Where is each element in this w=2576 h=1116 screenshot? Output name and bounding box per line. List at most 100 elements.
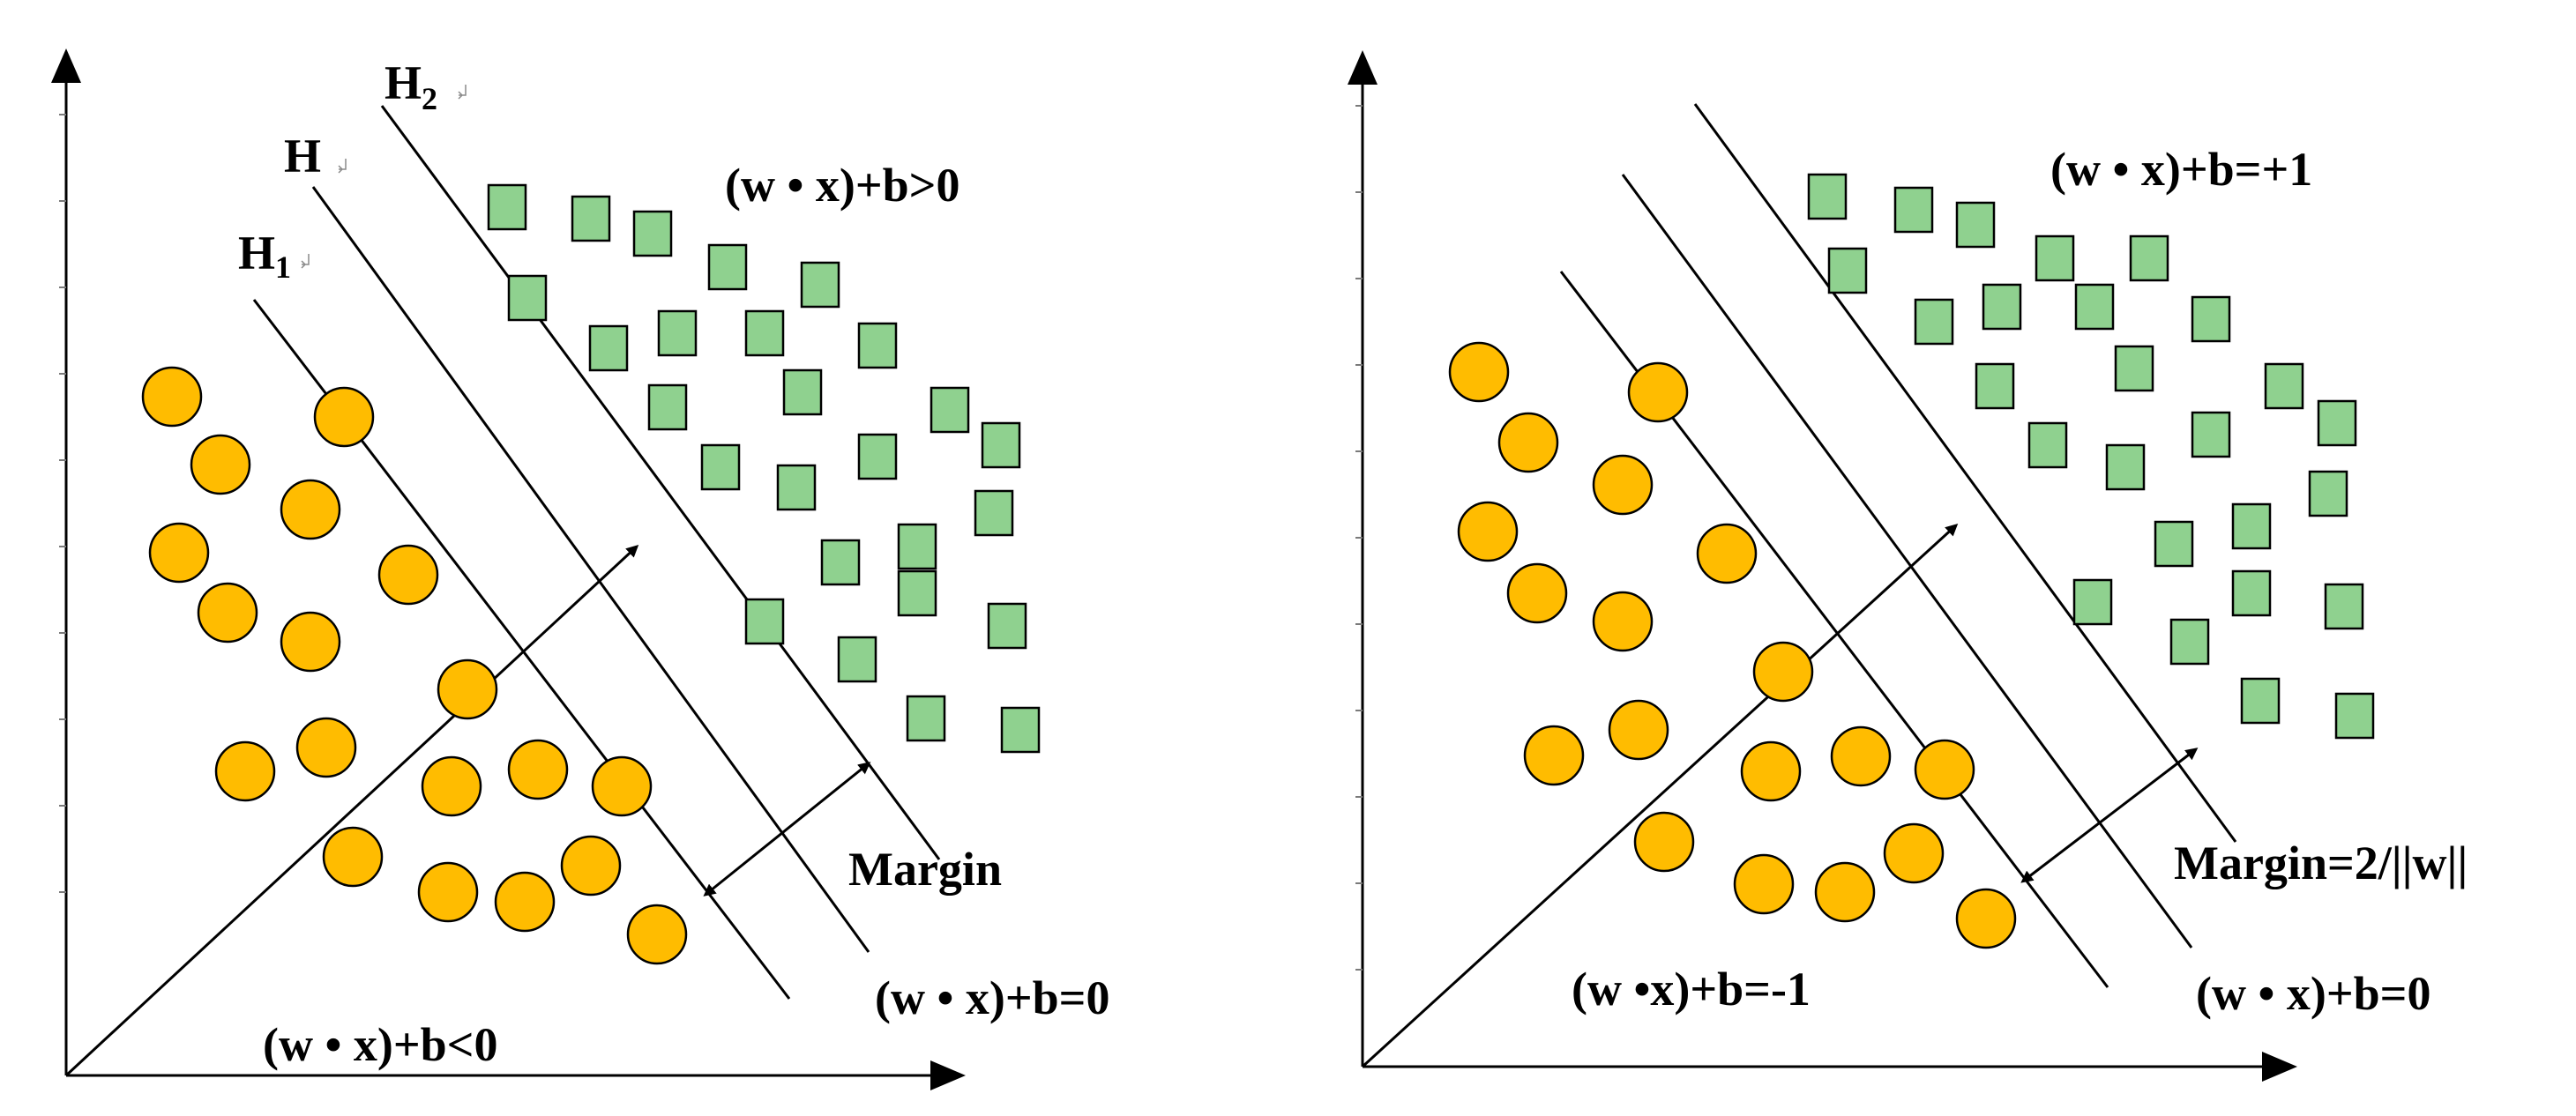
left-circle-point-1 <box>141 366 203 428</box>
right-x-axis-arrow <box>2262 1052 2297 1082</box>
right-circle-point-11 <box>1608 699 1669 761</box>
left-square-point-21 <box>744 598 785 645</box>
left-square-point-25 <box>906 695 946 742</box>
left-square-point-8 <box>657 309 698 357</box>
right-circle-point-10 <box>1523 725 1585 786</box>
right-y-axis-arrow <box>1348 50 1378 85</box>
right-square-point-26 <box>2334 692 2375 740</box>
left-circle-point-2 <box>313 386 375 448</box>
right-circle-point-7 <box>1506 562 1568 624</box>
left-square-point-23 <box>987 602 1027 650</box>
right-square-point-11 <box>2114 345 2154 392</box>
right-square-point-23 <box>2324 583 2364 630</box>
right-square-point-9 <box>2074 283 2115 331</box>
right-square-point-16 <box>2105 443 2146 491</box>
left-circle-point-18 <box>560 835 622 897</box>
right-square-point-4 <box>2035 234 2075 282</box>
right-square-point-21 <box>2072 578 2113 626</box>
left-square-point-11 <box>782 368 823 416</box>
right-square-point-19 <box>2231 502 2272 550</box>
right-margin-arrow <box>2020 748 2199 883</box>
left-h2-para-mark <box>458 85 467 100</box>
right-negative-class-points <box>1448 341 2017 949</box>
right-circle-point-6 <box>1696 523 1758 584</box>
left-circle-point-3 <box>190 434 251 495</box>
right-square-point-8 <box>1982 283 2022 331</box>
right-y-axis-ticks <box>1355 105 1363 971</box>
left-square-point-18 <box>974 489 1014 537</box>
left-margin-arrow <box>703 762 871 897</box>
right-circle-point-1 <box>1448 341 1510 403</box>
right-circle-point-18 <box>1883 822 1945 884</box>
right-circle-point-5 <box>1457 501 1519 562</box>
left-h1-label-sub: 1 <box>275 249 291 285</box>
left-circle-point-14 <box>591 755 653 817</box>
right-positive-margin-label: (w • x)+b=+1 <box>2050 143 2312 196</box>
left-square-point-22 <box>897 569 937 617</box>
right-square-point-10 <box>2191 295 2231 343</box>
right-margin-plane-positive <box>1693 103 2237 843</box>
right-square-point-24 <box>2169 618 2210 666</box>
left-square-point-26 <box>1000 706 1041 754</box>
right-square-point-13 <box>2264 362 2304 410</box>
left-positive-region-label: (w • x)+b>0 <box>725 159 959 212</box>
left-circle-point-8 <box>280 611 341 673</box>
left-y-axis-arrow <box>51 48 81 83</box>
right-normal-vector-arrow <box>1361 523 1959 1068</box>
right-square-point-14 <box>2317 399 2357 447</box>
right-positive-class-points <box>1807 173 2375 740</box>
left-positive-class-points <box>487 183 1041 754</box>
right-square-point-1 <box>1807 173 1848 220</box>
right-circle-point-19 <box>1955 888 2017 949</box>
left-margin-label: Margin <box>848 843 1002 896</box>
right-square-point-18 <box>2308 470 2348 517</box>
left-square-point-3 <box>632 210 673 257</box>
left-circle-point-17 <box>494 871 556 933</box>
left-circle-point-5 <box>148 522 210 584</box>
left-square-point-10 <box>857 322 898 369</box>
left-square-point-24 <box>837 636 877 683</box>
left-hyperplane-h2 <box>380 105 941 860</box>
left-square-point-4 <box>707 243 748 291</box>
right-circle-point-14 <box>1914 739 1975 800</box>
left-axes <box>51 48 966 1090</box>
right-panel: (w • x)+b=+1 (w •x)+b=-1 (w • x)+b=0 Mar… <box>1348 50 2468 1082</box>
left-circle-point-7 <box>197 582 258 644</box>
right-hyperplane-equation-label: (w • x)+b=0 <box>2196 967 2430 1020</box>
left-h1-para-mark <box>301 254 310 269</box>
left-circle-point-10 <box>214 740 276 802</box>
right-square-point-7 <box>1914 298 1954 346</box>
right-square-point-22 <box>2231 569 2272 617</box>
left-h1-label: H1 <box>238 227 291 285</box>
left-square-point-20 <box>820 539 861 586</box>
right-circle-point-4 <box>1592 454 1654 516</box>
left-square-point-1 <box>487 183 527 231</box>
left-h-para-mark <box>338 159 347 174</box>
left-square-point-7 <box>588 324 629 372</box>
right-circle-point-12 <box>1740 740 1802 802</box>
left-h-label: H <box>284 130 321 182</box>
left-square-point-12 <box>647 383 688 431</box>
left-h2-label-sub: 2 <box>422 81 437 116</box>
right-circle-point-17 <box>1814 861 1876 923</box>
right-circle-point-9 <box>1752 641 1814 703</box>
right-square-point-20 <box>2154 520 2194 568</box>
left-circle-point-9 <box>437 658 498 720</box>
left-x-axis-arrow <box>930 1060 966 1090</box>
left-circle-point-16 <box>417 861 479 923</box>
right-circle-point-15 <box>1633 811 1695 873</box>
left-square-point-9 <box>744 309 785 357</box>
left-circle-point-11 <box>295 717 357 778</box>
left-square-point-2 <box>571 195 611 242</box>
right-circle-point-3 <box>1497 412 1559 473</box>
left-hyperplane-equation-label: (w • x)+b=0 <box>875 971 1109 1024</box>
right-axes <box>1348 50 2297 1082</box>
left-circle-point-19 <box>626 904 688 965</box>
left-negative-region-label: (w • x)+b<0 <box>263 1018 497 1071</box>
left-circle-point-6 <box>377 544 439 606</box>
left-h2-label: H2 <box>385 56 437 116</box>
left-circle-point-15 <box>322 826 384 888</box>
right-circle-point-8 <box>1592 591 1654 652</box>
left-square-point-14 <box>981 421 1021 469</box>
left-square-point-13 <box>930 386 970 434</box>
